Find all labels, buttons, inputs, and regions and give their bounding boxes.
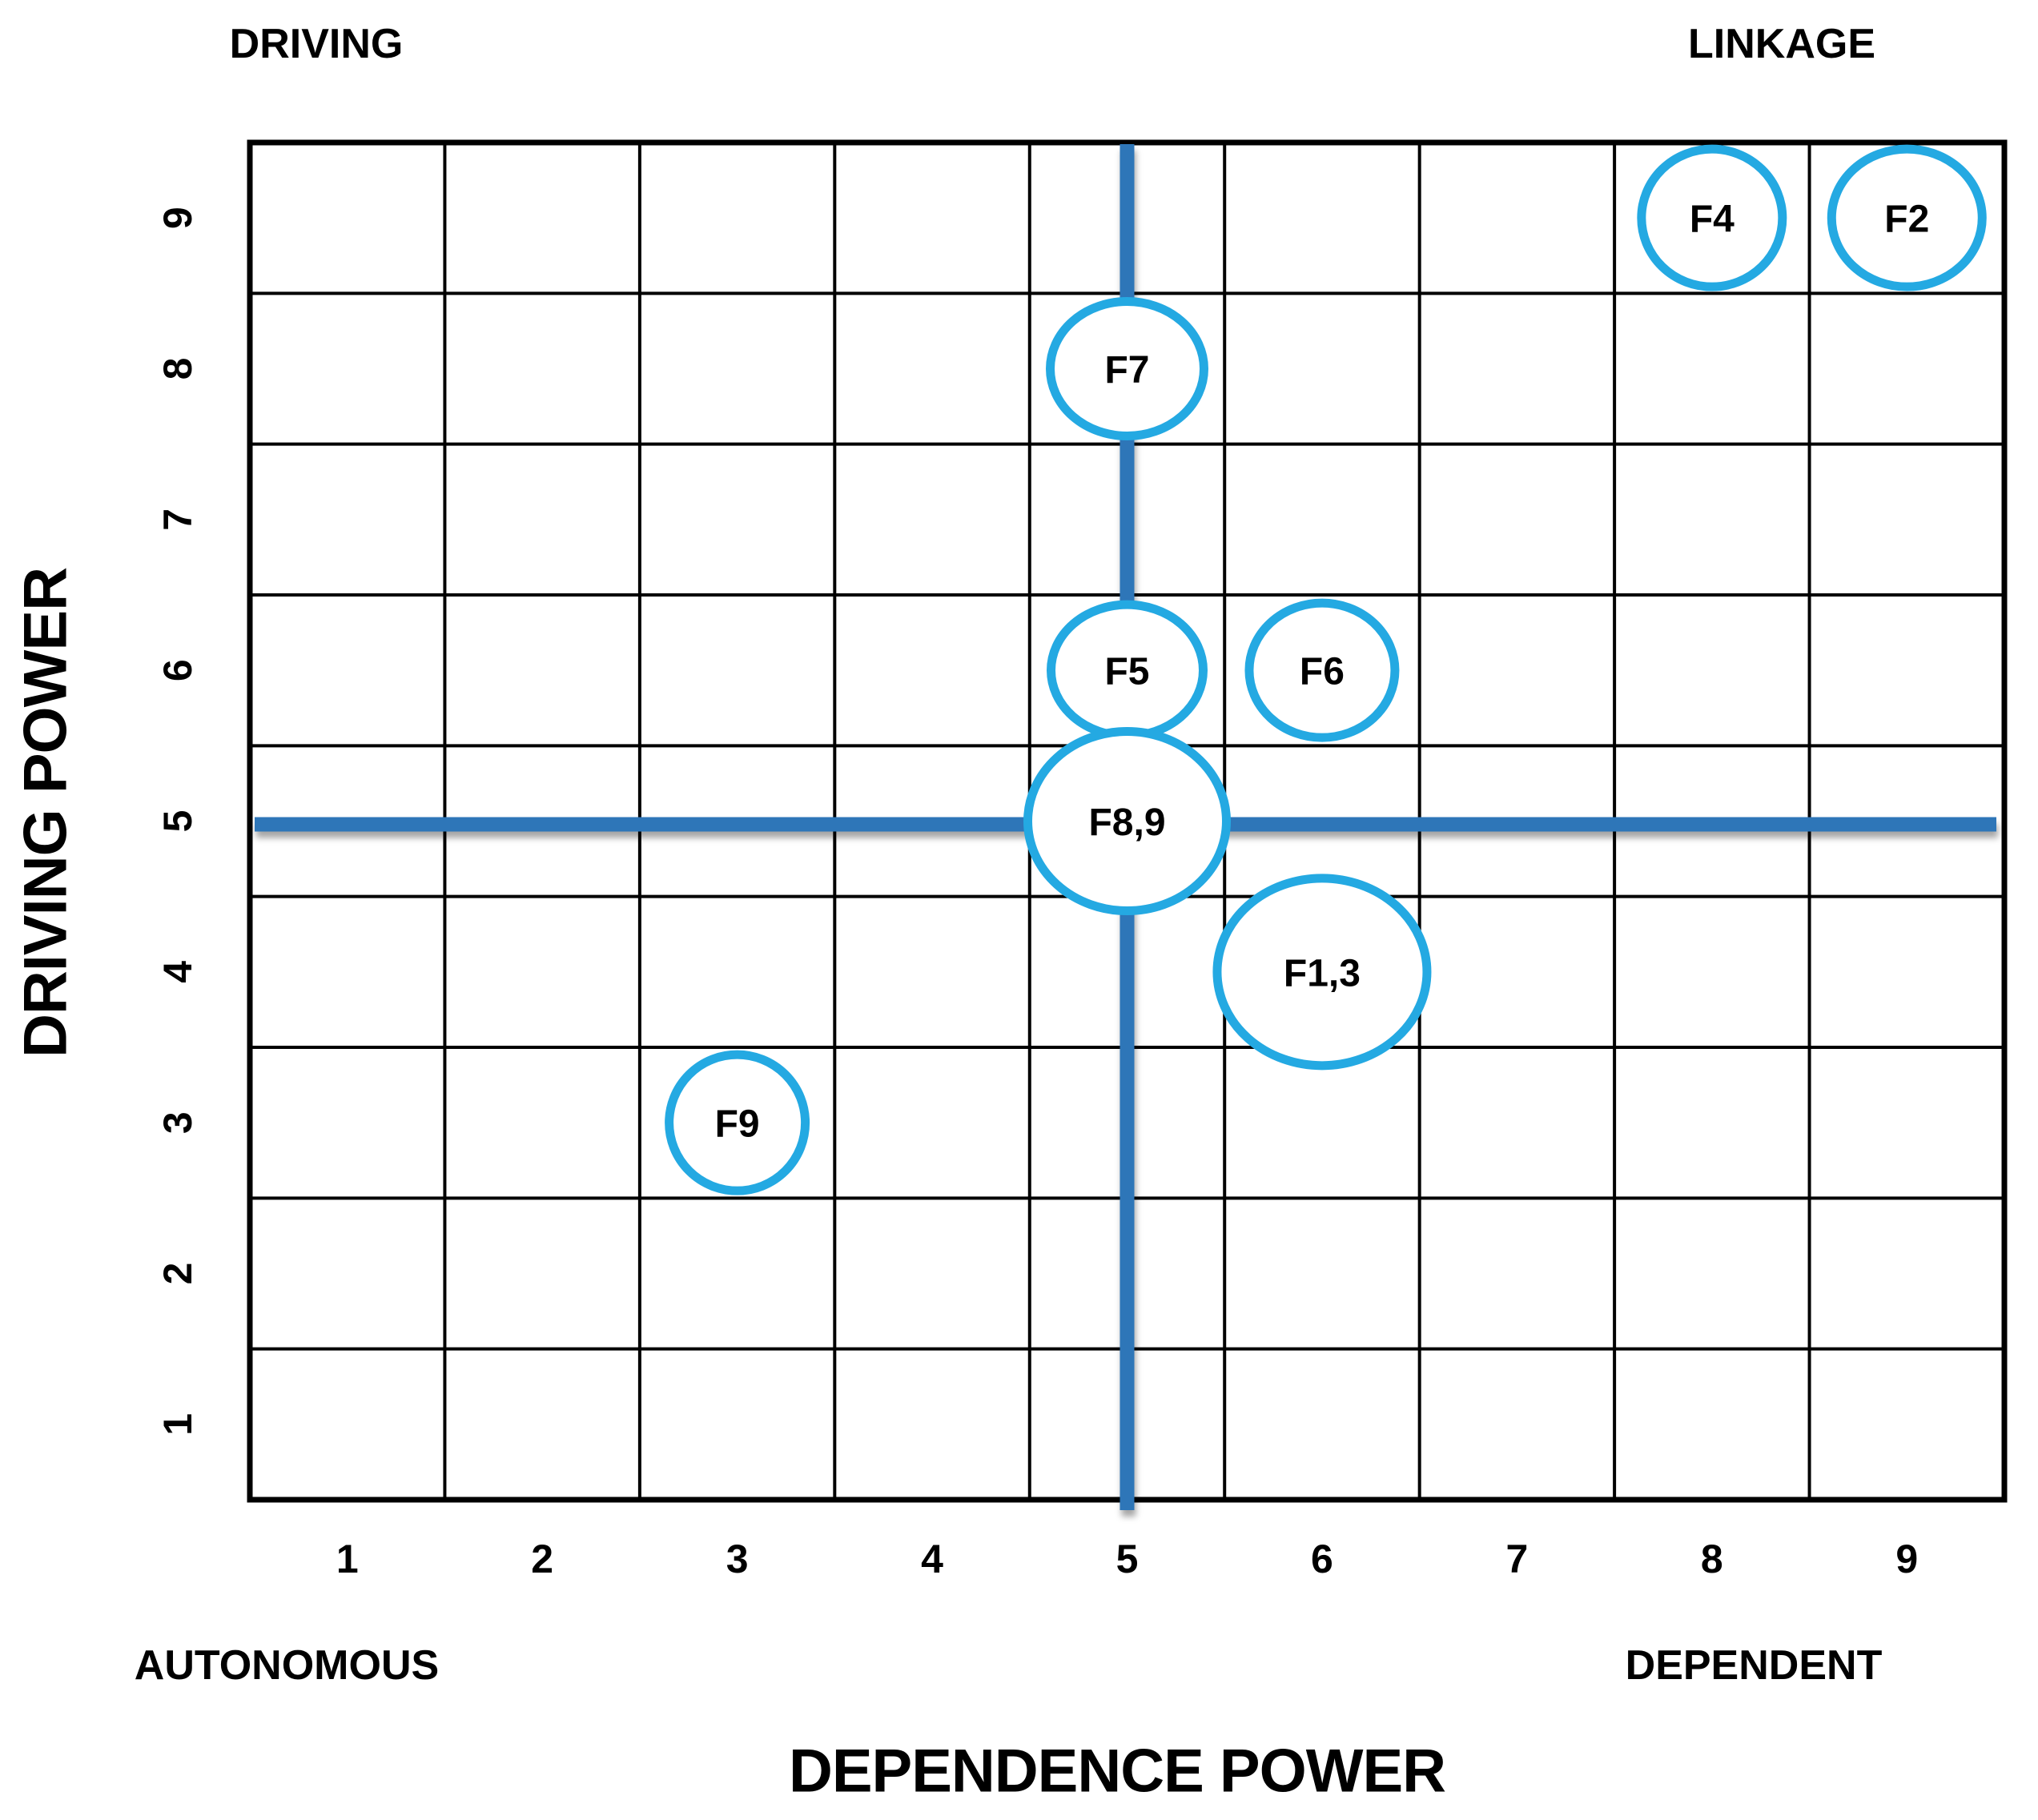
y-axis-title: DRIVING POWER xyxy=(11,568,80,1058)
y-tick-label-4: 4 xyxy=(155,961,200,983)
y-tick-label-1: 1 xyxy=(155,1413,200,1436)
data-point-label-F6: F6 xyxy=(1300,651,1345,693)
x-tick-label-1: 1 xyxy=(336,1537,359,1581)
x-tick-label-2: 2 xyxy=(531,1537,553,1581)
y-tick-label-8: 8 xyxy=(155,358,200,380)
x-tick-label-3: 3 xyxy=(726,1537,749,1581)
y-tick-label-2: 2 xyxy=(155,1263,200,1285)
data-point-circle-F9 xyxy=(665,1050,810,1195)
x-tick-label-9: 9 xyxy=(1895,1537,1918,1581)
x-tick-label-6: 6 xyxy=(1311,1537,1333,1581)
data-point-circle-F2 xyxy=(1827,144,1987,291)
y-tick-label-7: 7 xyxy=(155,508,200,531)
data-point-label-F89: F8,9 xyxy=(1088,802,1165,844)
y-tick-label-9: 9 xyxy=(155,207,200,229)
data-point-circle-F6 xyxy=(1244,598,1400,742)
data-point-label-F2: F2 xyxy=(1884,199,1929,241)
x-axis-title: DEPENDENCE POWER xyxy=(788,1737,1446,1806)
data-point-circle-F7 xyxy=(1046,297,1208,440)
data-point-circle-F4 xyxy=(1637,144,1787,291)
x-tick-label-4: 4 xyxy=(921,1537,943,1581)
y-tick-label-5: 5 xyxy=(155,810,200,833)
x-tick-label-8: 8 xyxy=(1701,1537,1723,1581)
data-point-circle-F89 xyxy=(1023,727,1231,915)
y-tick-label-3: 3 xyxy=(155,1111,200,1134)
quadrant-label-linkage: LINKAGE xyxy=(1688,21,1875,67)
quadrant-label-autonomous: AUTONOMOUS xyxy=(134,1642,440,1689)
quadrant-label-dependent: DEPENDENT xyxy=(1625,1642,1883,1689)
data-point-label-F4: F4 xyxy=(1690,199,1735,241)
data-point-label-F5: F5 xyxy=(1104,651,1149,693)
data-point-label-F9: F9 xyxy=(715,1103,760,1146)
data-point-label-F13: F1,3 xyxy=(1284,952,1361,994)
data-point-label-F7: F7 xyxy=(1104,349,1149,392)
quadrant-label-driving: DRIVING xyxy=(229,21,404,67)
y-tick-label-6: 6 xyxy=(155,659,200,681)
data-point-circle-F13 xyxy=(1212,874,1432,1071)
x-tick-label-7: 7 xyxy=(1505,1537,1528,1581)
x-tick-label-5: 5 xyxy=(1116,1537,1139,1581)
